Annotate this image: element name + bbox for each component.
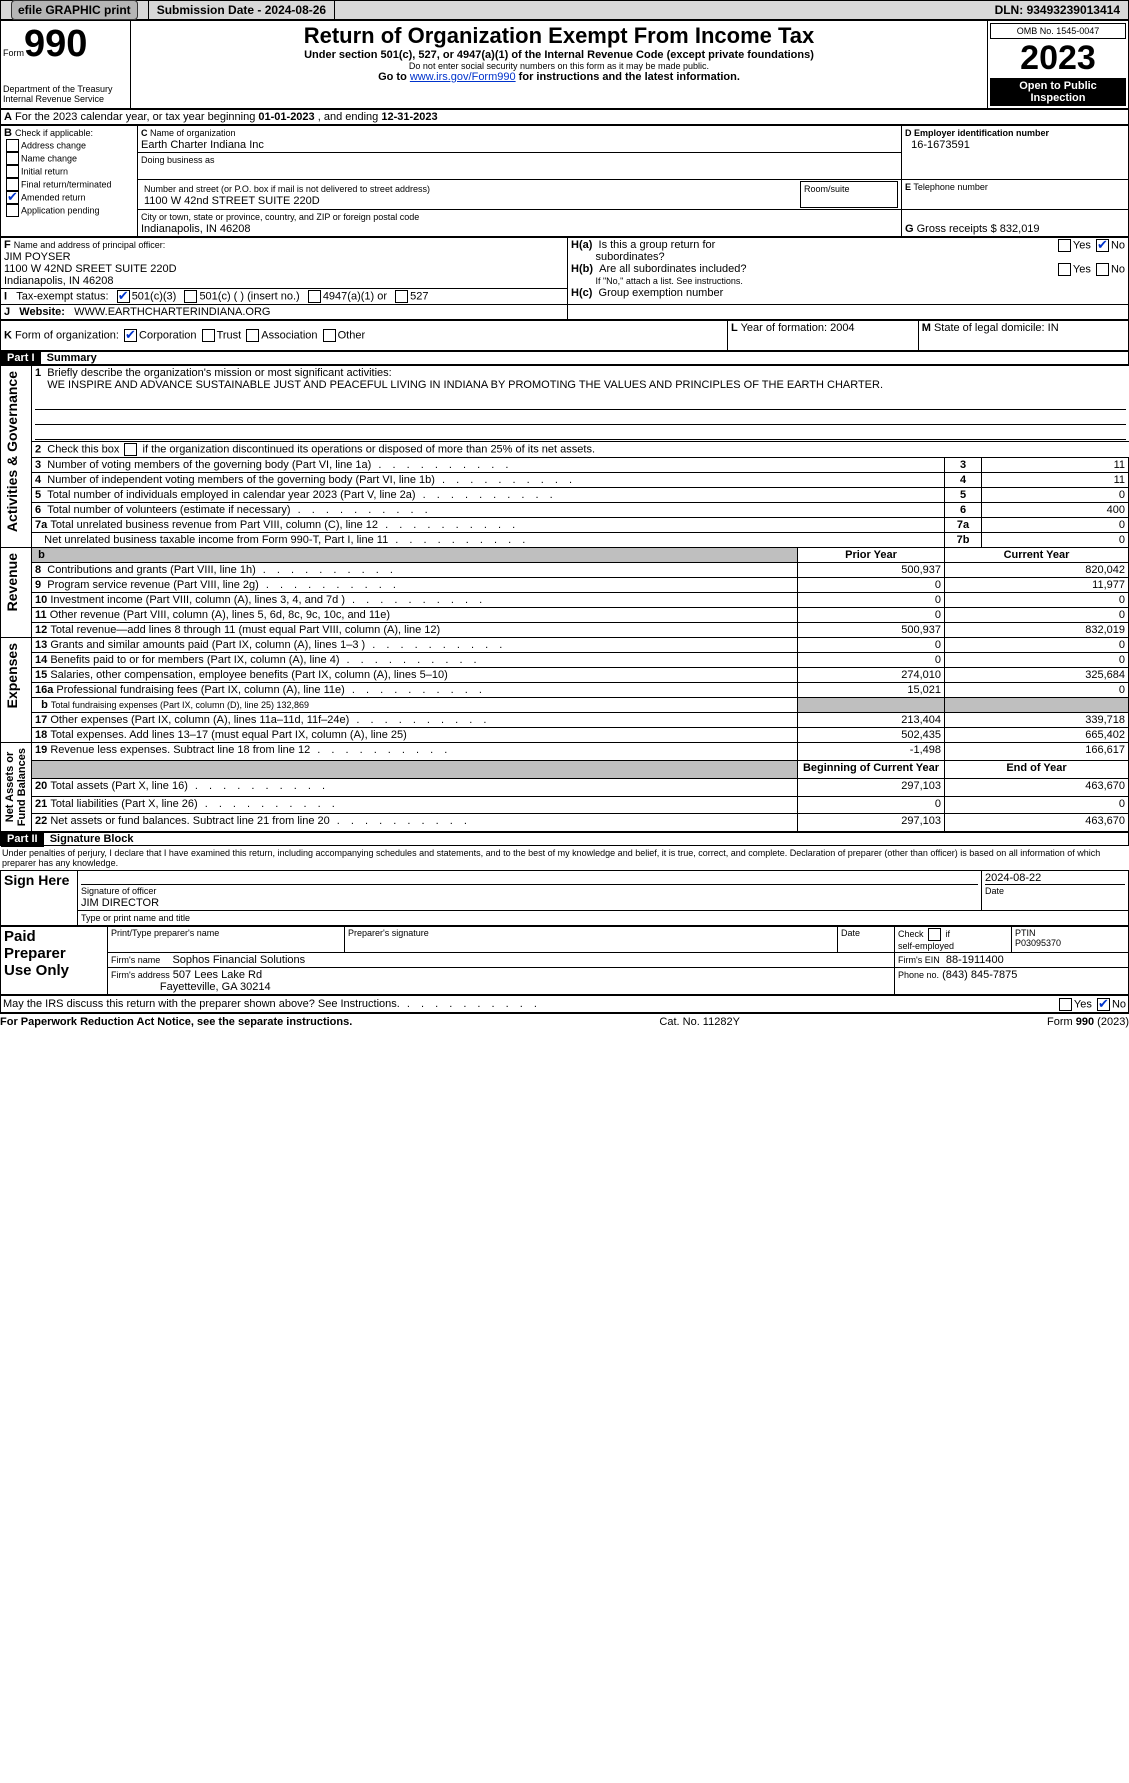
header-info-table: B Check if applicable: Address change Na… <box>0 125 1129 237</box>
summary-table: Activities & Governance 1 Briefly descri… <box>0 365 1129 832</box>
part2-label: Part II <box>1 831 44 847</box>
part1-label: Part I <box>1 350 41 366</box>
efile-btn[interactable]: efile GRAPHIC print <box>11 0 138 20</box>
dln: DLN: 93493239013414 <box>987 1 1128 19</box>
perjury-text: Under penalties of perjury, I declare th… <box>0 846 1129 870</box>
form-header: Form990 Department of the Treasury Inter… <box>0 20 1129 109</box>
topbar: efile GRAPHIC print Submission Date - 20… <box>0 0 1129 20</box>
irs-link[interactable]: www.irs.gov/Form990 <box>410 71 516 83</box>
form-number: 990 <box>24 23 87 65</box>
page-footer: For Paperwork Reduction Act Notice, see … <box>0 1013 1129 1028</box>
tax-year: 2023 <box>990 39 1126 78</box>
preparer-table: PaidPreparerUse Only Print/Type preparer… <box>0 926 1129 995</box>
amended-check[interactable] <box>6 191 19 204</box>
submission-date: Submission Date - 2024-08-26 <box>149 1 335 19</box>
form-title: Return of Organization Exempt From Incom… <box>133 23 985 49</box>
